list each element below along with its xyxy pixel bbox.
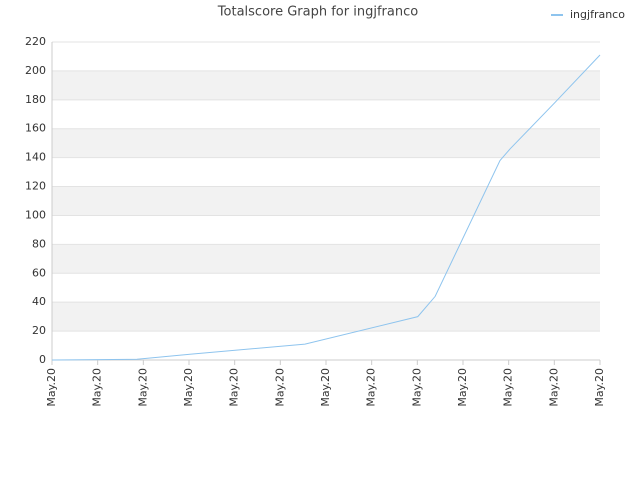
y-tick-label: 0 xyxy=(39,353,46,366)
y-tick-label: 140 xyxy=(25,151,46,164)
legend-label: ingjfranco xyxy=(570,8,625,21)
x-tick-label: May.20 xyxy=(456,368,469,407)
y-tick-label: 60 xyxy=(32,266,46,279)
x-tick-label: May.20 xyxy=(273,368,286,407)
plot-band xyxy=(52,128,600,158)
data-line xyxy=(51,54,601,361)
y-tick-label: 80 xyxy=(32,237,46,250)
y-tick-label: 160 xyxy=(25,122,46,135)
x-tick-label: May.20 xyxy=(502,368,515,407)
x-tick-label: May.20 xyxy=(547,368,560,407)
y-tick-label: 180 xyxy=(25,93,46,106)
x-tick-label: May.20 xyxy=(45,368,58,407)
y-tick-label: 200 xyxy=(25,64,46,77)
x-tick-label: May.20 xyxy=(593,368,606,407)
x-tick-label: May.20 xyxy=(319,368,332,407)
plot-band xyxy=(52,186,600,216)
plot-band xyxy=(52,244,600,274)
y-tick-label: 120 xyxy=(25,180,46,193)
y-tick-label: 20 xyxy=(32,324,46,337)
x-tick-label: May.20 xyxy=(136,368,149,407)
x-tick-label: May.20 xyxy=(365,368,378,407)
y-tick-label: 100 xyxy=(25,208,46,221)
chart-title: Totalscore Graph for ingjfranco xyxy=(217,5,418,20)
y-tick-label: 220 xyxy=(25,35,46,48)
plot-band xyxy=(52,70,600,100)
x-tick-label: May.20 xyxy=(182,368,195,407)
x-tick-label: May.20 xyxy=(410,368,423,407)
x-tick-label: May.20 xyxy=(91,368,104,407)
plot-band xyxy=(52,302,600,332)
x-tick-label: May.20 xyxy=(228,368,241,407)
y-tick-label: 40 xyxy=(32,295,46,308)
